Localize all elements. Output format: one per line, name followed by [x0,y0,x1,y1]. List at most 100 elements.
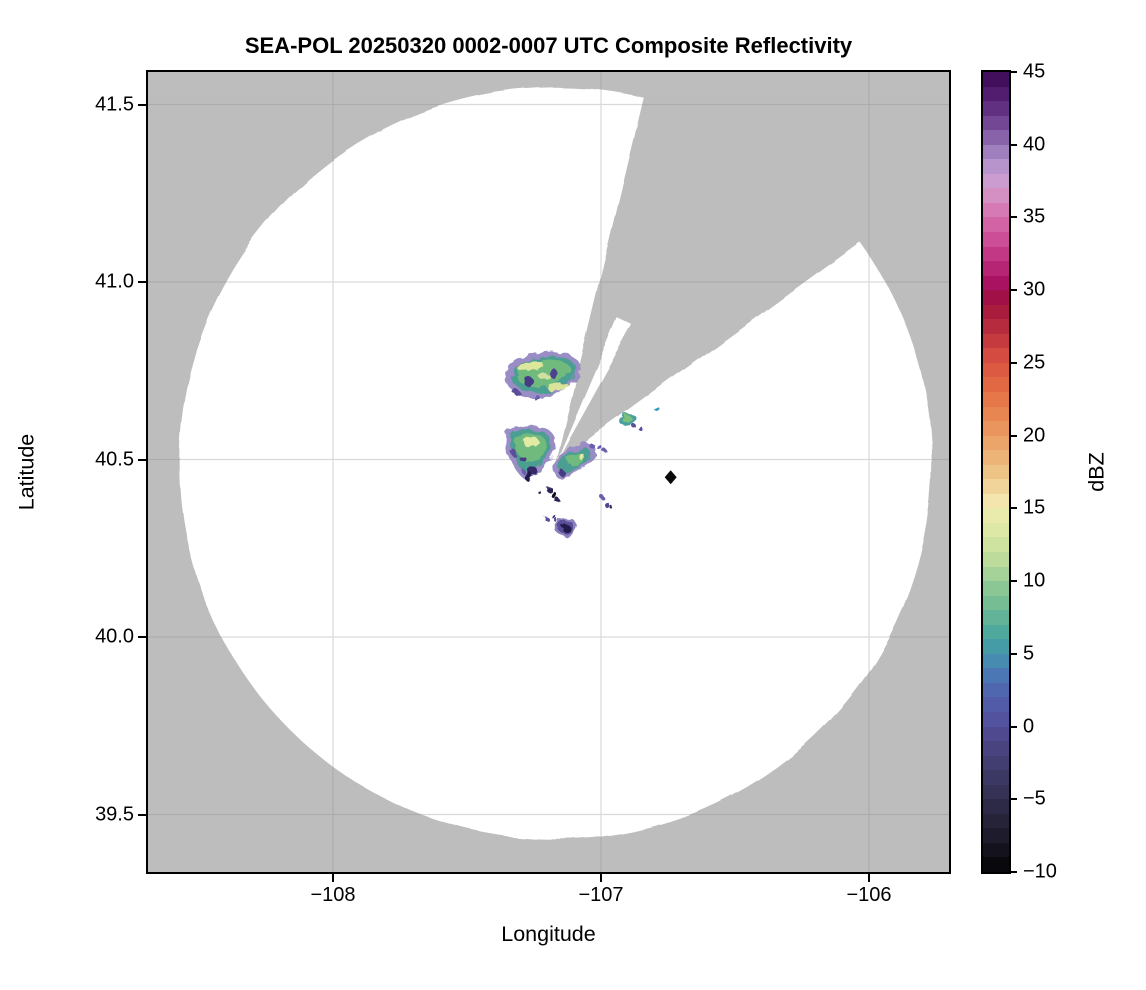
colorbar-band [983,639,1009,655]
colorbar-band [983,392,1009,408]
echo-speck [632,424,636,428]
echo-speck [522,470,526,474]
colorbar-band [983,581,1009,597]
echo-shape [517,360,543,372]
colorbar-band [983,479,1009,495]
y-tick-label: 39.5 [95,803,134,825]
colorbar-tick-mark [1009,289,1017,292]
echo-shape [622,415,632,423]
echo-shape [534,395,540,401]
x-tick-mark [600,874,602,882]
blocked-wedge [555,72,949,464]
y-tick-label: 40.0 [95,625,134,648]
colorbar-tick-label: 5 [1023,642,1035,665]
colorbar-tick-label: 30 [1023,278,1046,301]
echo-shape [525,472,533,482]
colorbar-tick-mark [1009,71,1017,73]
y-tick-label: 41.5 [95,93,134,115]
colorbar-band [983,653,1009,669]
echo-shape [524,377,534,387]
site-marker-diamond [664,470,677,485]
colorbar-band [983,784,1009,800]
colorbar-band [983,450,1009,466]
colorbar [981,70,1011,874]
colorbar-band [983,799,1009,815]
echo-speck [603,449,607,453]
y-tick-mark [138,103,146,106]
colorbar-tick-label: −5 [1023,787,1046,810]
x-axis-label: Longitude [501,922,596,946]
echo-speck [554,518,558,522]
x-tick-label: −108 [310,884,356,906]
colorbar-band [983,275,1009,291]
colorbar-band [983,406,1009,422]
echo-speck [551,492,557,498]
colorbar-tick-mark [1009,216,1017,219]
echo-shape [559,470,565,476]
colorbar-band [983,770,1009,786]
colorbar-band [983,377,1009,393]
echo-speck [604,502,610,508]
colorbar-tick-label: 45 [1023,60,1046,83]
colorbar-band [983,115,1009,131]
echo-speck [654,406,660,412]
echo-speck [554,497,560,503]
y-tick-mark [138,636,146,638]
echo-shape [561,524,571,532]
colorbar-band [983,552,1009,568]
echo-shape [548,368,558,378]
radar-plot-canvas [148,72,949,872]
colorbar-band [983,828,1009,844]
chart-title: SEA-POL 20250320 0002-0007 UTC Composite… [244,33,853,58]
colorbar-band [983,464,1009,480]
colorbar-tick-mark [1009,798,1017,801]
colorbar-band [983,508,1009,524]
colorbar-band [983,522,1009,538]
colorbar-band [983,595,1009,611]
colorbar-band [983,261,1009,277]
y-tick-label: 41.0 [95,270,134,293]
colorbar-band [983,290,1009,306]
colorbar-tick-label: 15 [1023,496,1046,519]
echo-speck [538,491,542,495]
colorbar-band [983,202,1009,218]
clear-sliver [555,317,633,464]
colorbar-tick-label: 40 [1023,133,1046,156]
colorbar-band [983,348,1009,364]
colorbar-band [983,333,1009,349]
colorbar-band [983,232,1009,248]
colorbar-tick-mark [1009,725,1017,728]
echo-shape [519,455,525,461]
colorbar-band [983,813,1009,829]
colorbar-band [983,319,1009,335]
colorbar-band [983,188,1009,204]
echo-shape [513,389,519,395]
colorbar-gradient [983,72,1009,872]
colorbar-band [983,857,1009,872]
colorbar-label: dBZ [1084,452,1109,492]
colorbar-band [983,842,1009,858]
colorbar-tick-label: 10 [1023,569,1046,592]
colorbar-tick-mark [1009,871,1017,873]
colorbar-band [983,682,1009,698]
colorbar-band [983,144,1009,160]
echo-speck [597,445,603,451]
echo-speck [546,486,552,492]
colorbar-band [983,421,1009,437]
y-tick-mark [138,813,146,816]
colorbar-tick-mark [1009,652,1017,655]
echo-layer [505,351,660,536]
colorbar-tick-label: 25 [1023,351,1046,374]
echo-shape [510,449,516,455]
colorbar-band [983,493,1009,509]
colorbar-band [983,86,1009,102]
colorbar-band [983,173,1009,189]
colorbar-band [983,624,1009,640]
colorbar-tick-label: 0 [1023,715,1035,738]
echo-speck [638,426,642,430]
echo-shape [589,443,595,449]
echo-shape [523,436,539,448]
colorbar-band [983,741,1009,757]
colorbar-band [983,217,1009,233]
